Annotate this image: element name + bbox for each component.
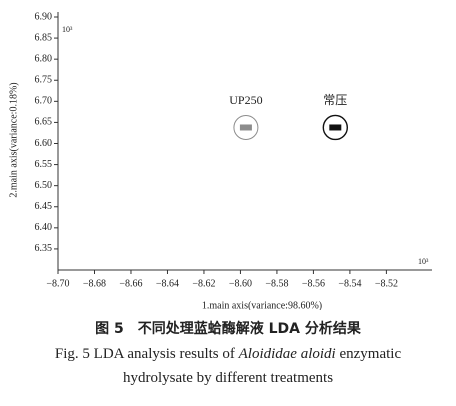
- x-tick-label: −8.60: [229, 278, 252, 289]
- x-axis-label: 1.main axis(variance:98.60%): [202, 300, 322, 310]
- y-tick-label: 6.50: [35, 180, 53, 191]
- x-tick-label: −8.66: [119, 278, 142, 289]
- x-tick-label: −8.62: [192, 278, 215, 289]
- y-tick-label: 6.65: [35, 117, 53, 128]
- x-tick-label: −8.70: [46, 278, 69, 289]
- y-tick-label: 6.90: [35, 11, 53, 22]
- y-tick-label: 6.35: [35, 243, 53, 254]
- y-tick-label: 6.70: [35, 96, 53, 107]
- y-tick-label: 6.40: [35, 222, 53, 233]
- y-tick-label: 6.85: [35, 32, 53, 43]
- point: [239, 124, 252, 131]
- x-tick-label: −8.68: [83, 278, 106, 289]
- group-label: UP250: [229, 93, 262, 107]
- x-tick-label: −8.52: [375, 278, 398, 289]
- y-multiplier: 10³: [62, 25, 73, 34]
- x-multiplier: 10³: [418, 257, 429, 266]
- y-tick-label: 6.80: [35, 53, 53, 64]
- caption-cn: 图 5 不同处理蓝蛤酶解液 LDA 分析结果: [95, 321, 361, 337]
- y-axis-label: 2.main axis(variance:0.18%): [8, 82, 19, 197]
- caption-en: Fig. 5 LDA analysis results of Aloididae…: [0, 342, 456, 390]
- y-tick-label: 6.45: [35, 201, 53, 212]
- group-label: 常压: [323, 93, 347, 107]
- caption-species: Aloididae aloidi: [238, 346, 336, 362]
- caption-text: Fig. 5 LDA analysis results of: [54, 346, 239, 362]
- group-ellipse: [322, 114, 349, 141]
- y-tick-label: 6.75: [35, 75, 53, 86]
- y-tick-label: 6.55: [35, 159, 53, 170]
- x-tick-label: −8.54: [338, 278, 361, 289]
- x-tick-label: −8.58: [265, 278, 288, 289]
- caption-text: enzymatic hydrolysate by different treat…: [122, 346, 402, 386]
- chart: 10³ 10³ 1.main axis(variance:98.60%) 2.m…: [8, 11, 432, 310]
- x-tick-label: −8.64: [156, 278, 179, 289]
- point: [329, 124, 342, 131]
- x-tick-label: −8.56: [302, 278, 325, 289]
- group-ellipse: [233, 114, 259, 140]
- y-tick-label: 6.60: [35, 138, 53, 149]
